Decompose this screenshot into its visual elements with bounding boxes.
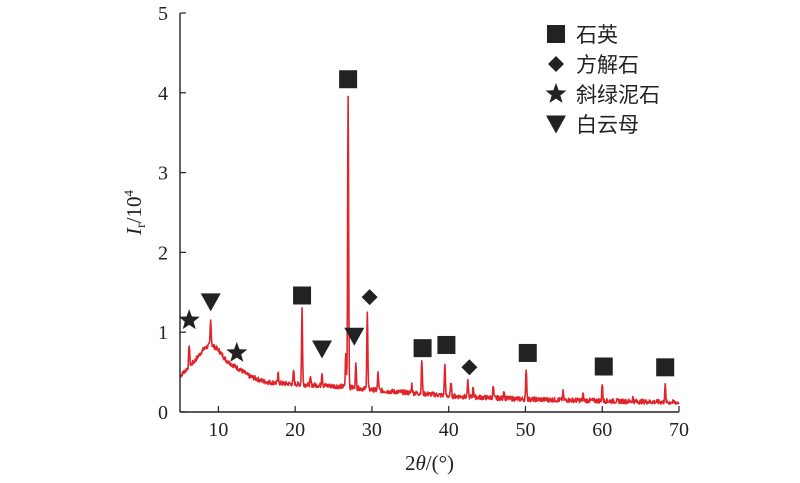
y-ticks: 0 1 2 3 4 5 — [158, 3, 186, 424]
square-peak-marker — [437, 335, 456, 354]
square-peak-marker — [339, 70, 358, 89]
legend-label: 方解石 — [576, 53, 639, 77]
legend-item: 斜绿泥石 — [545, 83, 660, 107]
triangle-down-peak-marker — [200, 293, 221, 312]
x-tick-label: 30 — [362, 419, 382, 441]
diamond-peak-marker — [461, 359, 478, 376]
y-axis-title: Ir/104 — [121, 189, 149, 236]
y-tick-label: 0 — [158, 402, 168, 424]
y-tick-label: 2 — [158, 242, 168, 264]
y-tick-label: 4 — [158, 83, 168, 105]
triangle-down-peak-marker — [312, 340, 333, 359]
x-tick-label: 60 — [592, 419, 612, 441]
legend-item: 方解石 — [548, 53, 639, 77]
peak-markers — [178, 70, 675, 377]
legend-label: 白云母 — [576, 113, 639, 137]
x-tick-label: 50 — [515, 419, 535, 441]
y-tick-label: 1 — [158, 322, 168, 344]
star-peak-marker — [226, 341, 248, 362]
star-peak-marker — [178, 309, 200, 330]
diamond-peak-marker — [361, 289, 378, 306]
x-tick-label: 70 — [669, 419, 689, 441]
x-tick-label: 40 — [439, 419, 459, 441]
square-legend-icon — [547, 25, 565, 43]
square-peak-marker — [656, 358, 675, 377]
legend-item: 白云母 — [546, 113, 639, 137]
square-peak-marker — [594, 357, 613, 376]
x-axis-title: 2θ/(°) — [405, 451, 454, 475]
xrd-pattern-line — [179, 95, 680, 405]
legend-label: 石英 — [576, 23, 618, 47]
x-title-prefix: 2 — [405, 451, 416, 475]
y-title-variable: I — [122, 227, 146, 236]
plot-area — [179, 13, 680, 413]
square-peak-marker — [518, 343, 537, 362]
star-legend-icon — [545, 83, 567, 103]
triangle-down-peak-marker — [344, 327, 365, 346]
x-tick-label: 10 — [208, 419, 228, 441]
diamond-legend-icon — [548, 56, 564, 72]
y-title-exponent: 4 — [121, 189, 136, 196]
x-title-variable: θ — [415, 451, 425, 475]
y-tick-label: 3 — [158, 163, 168, 185]
legend-item: 石英 — [547, 23, 618, 47]
y-title-unit: /10 — [122, 196, 146, 223]
x-title-suffix: /(°) — [426, 451, 454, 475]
square-peak-marker — [293, 286, 312, 305]
x-ticks: 10 20 30 40 50 60 70 — [208, 406, 689, 441]
y-tick-label: 5 — [158, 3, 168, 25]
y-title-subscript: r — [134, 223, 149, 228]
x-tick-label: 20 — [285, 419, 305, 441]
legend-label: 斜绿泥石 — [576, 83, 660, 107]
square-peak-marker — [413, 339, 432, 358]
triangle-down-legend-icon — [546, 115, 566, 134]
